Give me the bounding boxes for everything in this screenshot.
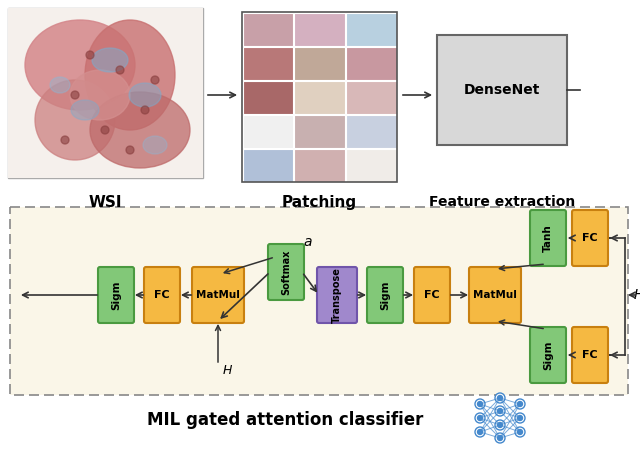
Bar (346, 81, 397, 113)
Circle shape (518, 401, 522, 406)
FancyBboxPatch shape (10, 207, 628, 395)
Circle shape (497, 436, 502, 441)
Bar (294, 81, 345, 113)
Circle shape (71, 91, 79, 99)
FancyBboxPatch shape (437, 35, 567, 145)
Bar (243, 46, 293, 80)
Ellipse shape (85, 20, 175, 130)
FancyBboxPatch shape (367, 267, 403, 323)
Circle shape (475, 427, 485, 437)
Circle shape (126, 146, 134, 154)
Circle shape (515, 427, 525, 437)
FancyBboxPatch shape (572, 327, 608, 383)
Text: Sigm: Sigm (380, 280, 390, 310)
Circle shape (518, 429, 522, 435)
FancyBboxPatch shape (317, 267, 357, 323)
Bar (346, 114, 397, 148)
Text: $H$: $H$ (222, 364, 233, 378)
Text: FC: FC (582, 233, 598, 243)
Ellipse shape (50, 77, 70, 93)
Text: MIL gated attention classifier: MIL gated attention classifier (147, 411, 423, 429)
Bar (8, 8, 203, 178)
Circle shape (141, 106, 149, 114)
Text: Sigm: Sigm (543, 340, 553, 370)
Text: WSI: WSI (88, 195, 122, 210)
Bar (294, 46, 345, 80)
Text: Patching: Patching (282, 195, 357, 210)
Circle shape (477, 415, 483, 420)
Ellipse shape (92, 48, 128, 72)
FancyBboxPatch shape (192, 267, 244, 323)
Text: Feature extraction: Feature extraction (429, 195, 575, 209)
Circle shape (477, 401, 483, 406)
Bar (346, 46, 397, 80)
Circle shape (475, 399, 485, 409)
Bar (243, 148, 293, 181)
Ellipse shape (70, 70, 130, 120)
Ellipse shape (143, 136, 167, 154)
FancyBboxPatch shape (530, 210, 566, 266)
Circle shape (515, 413, 525, 423)
Ellipse shape (35, 80, 115, 160)
Bar (243, 81, 293, 113)
Text: DenseNet: DenseNet (464, 83, 540, 97)
Text: FC: FC (424, 290, 440, 300)
FancyBboxPatch shape (530, 327, 566, 383)
Circle shape (515, 399, 525, 409)
FancyBboxPatch shape (414, 267, 450, 323)
Ellipse shape (25, 20, 135, 110)
Bar (242, 12, 397, 182)
Text: MatMul: MatMul (473, 290, 517, 300)
Bar (346, 13, 397, 45)
Circle shape (518, 415, 522, 420)
Bar (294, 13, 345, 45)
Bar (8, 8, 203, 178)
Bar (346, 148, 397, 181)
Text: FC: FC (582, 350, 598, 360)
Text: $H$: $H$ (633, 288, 640, 302)
Text: $a$: $a$ (303, 235, 313, 249)
Bar (294, 148, 345, 181)
Circle shape (495, 420, 505, 430)
Bar (243, 13, 293, 45)
Bar (243, 114, 293, 148)
Circle shape (495, 406, 505, 416)
Text: MatMul: MatMul (196, 290, 240, 300)
Circle shape (116, 66, 124, 74)
Circle shape (101, 126, 109, 134)
FancyBboxPatch shape (469, 267, 521, 323)
Circle shape (151, 76, 159, 84)
Circle shape (477, 429, 483, 435)
FancyBboxPatch shape (572, 210, 608, 266)
Text: Softmax: Softmax (281, 249, 291, 295)
Circle shape (497, 423, 502, 427)
FancyBboxPatch shape (98, 267, 134, 323)
Circle shape (495, 393, 505, 403)
Text: FC: FC (154, 290, 170, 300)
Circle shape (86, 51, 94, 59)
Circle shape (475, 413, 485, 423)
Ellipse shape (71, 100, 99, 120)
Circle shape (497, 409, 502, 414)
Ellipse shape (129, 83, 161, 107)
FancyBboxPatch shape (268, 244, 304, 300)
FancyBboxPatch shape (144, 267, 180, 323)
Text: Tanh: Tanh (543, 224, 553, 252)
Text: Sigm: Sigm (111, 280, 121, 310)
Circle shape (495, 433, 505, 443)
Circle shape (61, 136, 69, 144)
Circle shape (497, 396, 502, 400)
Ellipse shape (90, 92, 190, 168)
Text: Transpose: Transpose (332, 267, 342, 323)
Bar (294, 114, 345, 148)
